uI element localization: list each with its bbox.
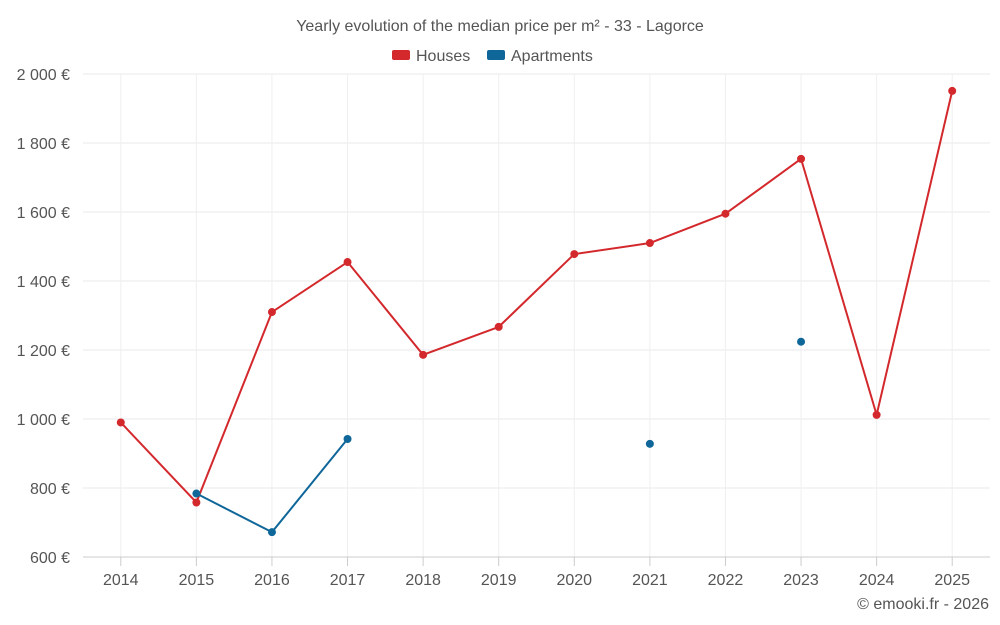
y-tick-label: 1 000 € — [17, 412, 70, 429]
legend: Houses Apartments — [392, 48, 593, 65]
y-tick-label: 1 600 € — [17, 205, 70, 222]
data-point-houses-2023[interactable] — [797, 154, 806, 163]
legend-label-houses: Houses — [416, 48, 470, 65]
data-point-houses-2017[interactable] — [343, 258, 352, 267]
legend-item-apartments[interactable]: Apartments — [487, 48, 593, 65]
x-tick-label: 2020 — [556, 572, 592, 589]
legend-item-houses[interactable]: Houses — [392, 48, 470, 65]
data-point-apartments-2015[interactable] — [192, 489, 201, 498]
x-tick-label: 2023 — [783, 572, 819, 589]
x-tick-label: 2019 — [481, 572, 517, 589]
series-line-houses — [120, 90, 954, 504]
y-tick-label: 1 800 € — [17, 136, 70, 153]
x-axis: 2014 2015 2016 2017 2018 2019 2020 2021 2022 2023… — [83, 556, 990, 589]
y-tick-label: 1 200 € — [17, 343, 70, 360]
data-point-apartments-2021[interactable] — [645, 439, 654, 448]
x-tick-label: 2016 — [254, 572, 290, 589]
x-tick-label: 2018 — [405, 572, 441, 589]
data-point-houses-2015[interactable] — [192, 498, 201, 507]
legend-swatch-houses — [392, 50, 410, 60]
y-tick-label: 800 € — [30, 481, 70, 498]
credit-text: © emooki.fr - 2026 — [857, 596, 989, 613]
y-tick-label: 1 400 € — [17, 274, 70, 291]
x-tick-label: 2014 — [103, 572, 139, 589]
grid — [83, 73, 990, 558]
x-tick-label: 2024 — [859, 572, 895, 589]
data-point-houses-2019[interactable] — [494, 322, 503, 331]
legend-swatch-apartments — [487, 50, 505, 60]
series-layer — [116, 86, 957, 537]
data-point-houses-2014[interactable] — [116, 418, 125, 427]
data-point-houses-2025[interactable] — [948, 86, 957, 95]
data-point-houses-2024[interactable] — [872, 410, 881, 419]
chart-title: Yearly evolution of the median price per… — [296, 18, 704, 35]
y-axis: 600 € 800 € 1 000 € 1 200 € 1 400 € 1 600 € 1 … — [17, 67, 70, 567]
data-point-apartments-2023[interactable] — [797, 337, 806, 346]
data-point-houses-2020[interactable] — [570, 250, 579, 259]
y-tick-label: 600 € — [30, 550, 70, 567]
x-tick-label: 2022 — [708, 572, 744, 589]
data-point-houses-2021[interactable] — [645, 239, 654, 248]
x-tick-label: 2015 — [179, 572, 215, 589]
x-tick-label: 2017 — [330, 572, 366, 589]
data-point-apartments-2016[interactable] — [267, 528, 276, 537]
y-tick-label: 2 000 € — [17, 67, 70, 84]
legend-label-apartments: Apartments — [511, 48, 593, 65]
data-point-apartments-2017[interactable] — [343, 435, 352, 444]
data-point-houses-2022[interactable] — [721, 209, 730, 218]
data-point-houses-2018[interactable] — [419, 350, 428, 359]
x-tick-label: 2025 — [934, 572, 970, 589]
x-tick-label: 2021 — [632, 572, 668, 589]
data-point-houses-2016[interactable] — [267, 308, 276, 317]
